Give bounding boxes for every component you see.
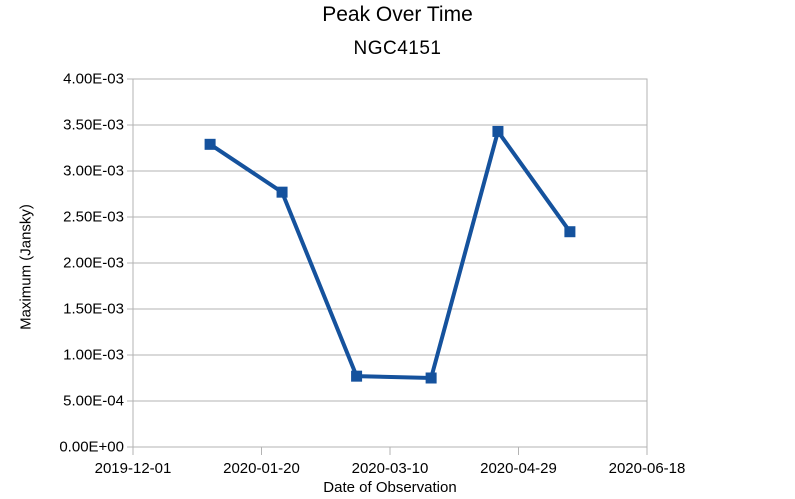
x-tick-label: 2020-03-10: [352, 460, 429, 477]
y-tick-label: 1.00E-03: [63, 347, 124, 364]
x-tick-label: 2020-06-18: [609, 460, 686, 477]
x-axis-title: Date of Observation: [323, 479, 457, 496]
x-tick-label: 2019-12-01: [95, 460, 172, 477]
series-line: [208, 126, 572, 381]
y-tick-label: 0.00E+00: [59, 439, 124, 456]
y-tick-label: 2.50E-03: [63, 209, 124, 226]
y-tick-label: 1.50E-03: [63, 301, 124, 318]
data-point-marker: [204, 138, 216, 150]
chart-subtitle: NGC4151: [353, 38, 442, 59]
x-tick-label: 2020-01-20: [223, 460, 300, 477]
data-point-marker: [425, 372, 437, 384]
y-tick-label: 4.00E-03: [63, 71, 124, 88]
x-tick-label: 2020-04-29: [480, 460, 557, 477]
data-point-marker: [276, 186, 288, 198]
data-point-marker: [351, 370, 363, 382]
chart-title: Peak Over Time: [322, 3, 473, 26]
y-tick-label: 5.00E-04: [63, 393, 124, 410]
data-point-marker: [564, 226, 576, 238]
data-point-marker: [492, 125, 504, 137]
y-tick-label: 2.00E-03: [63, 255, 124, 272]
plot-border: [132, 78, 648, 448]
y-tick-label: 3.50E-03: [63, 117, 124, 134]
y-tick-label: 3.00E-03: [63, 163, 124, 180]
